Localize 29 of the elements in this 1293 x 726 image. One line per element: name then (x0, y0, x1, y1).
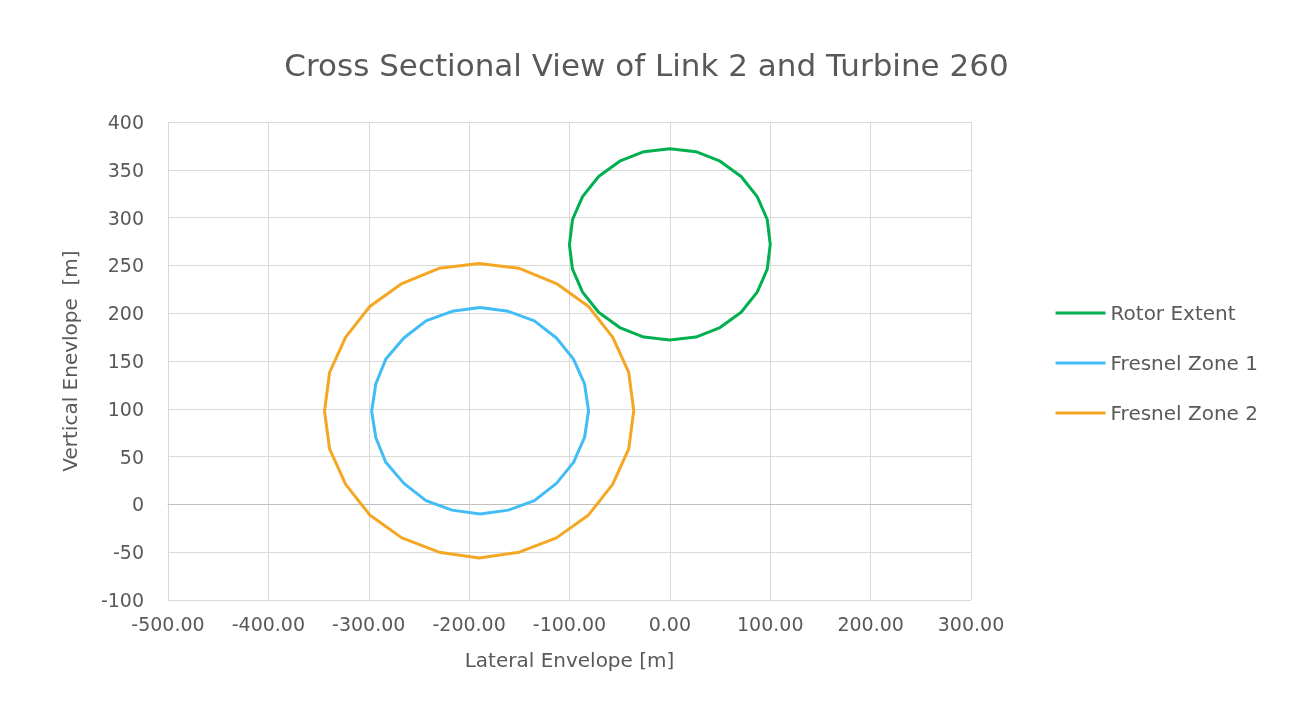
x-tick-label: -400.00 (231, 612, 306, 635)
y-tick-label: 0 (131, 493, 144, 516)
y-tick-label: 150 (107, 350, 144, 372)
y-tick-label: 350 (107, 158, 144, 181)
x-axis-title: Lateral Envelope [m] (464, 648, 675, 672)
y-axis-title: Vertical Enevlope [m] (58, 250, 82, 472)
line-series (323, 261, 636, 560)
x-tick-label: -500.00 (131, 612, 205, 635)
x-tick-label: 300.00 (937, 612, 1005, 635)
x-tick-label: 200.00 (837, 612, 904, 635)
legend-label: Fresnel Zone 1 (1110, 351, 1258, 375)
x-tick-label: -300.00 (332, 612, 406, 635)
y-tick-label: 300 (107, 206, 144, 229)
x-tick-label: -200.00 (432, 612, 506, 635)
y-tick-label: 50 (119, 445, 144, 468)
line-series (568, 147, 772, 342)
legend-label: Fresnel Zone 2 (1110, 401, 1258, 425)
y-tick-label: 200 (107, 302, 144, 325)
legend-label: Rotor Extent (1110, 301, 1236, 325)
y-tick-label: 100 (107, 397, 144, 420)
line-series (370, 305, 591, 516)
y-tick-label: -50 (112, 541, 144, 564)
y-tick-label: 250 (107, 254, 144, 277)
y-tick-label: -100 (100, 589, 144, 611)
x-tick-label: -100.00 (532, 612, 607, 635)
y-tick-label: 400 (107, 111, 144, 133)
x-tick-label: 100.00 (737, 612, 804, 635)
chart-title: Cross Sectional View of Link 2 and Turbine 260 (284, 46, 1009, 83)
x-tick-label: 0.00 (648, 612, 692, 635)
